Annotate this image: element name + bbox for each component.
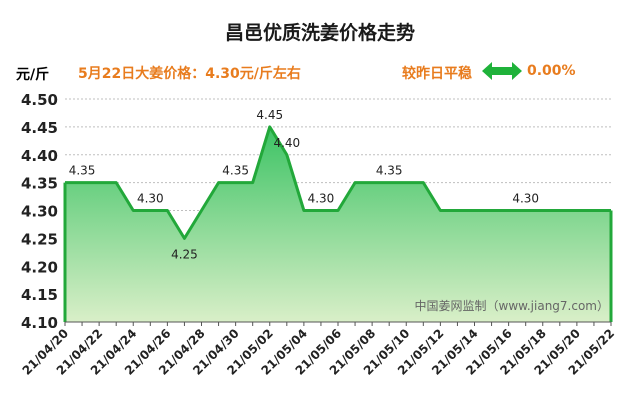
series-line <box>65 125 611 240</box>
y-tick-label: 4.30 <box>21 203 58 221</box>
data-label: 4.35 <box>69 164 96 178</box>
y-tick-label: 4.25 <box>21 230 58 248</box>
y-tick-label: 4.10 <box>21 314 58 332</box>
chart-title: 昌邑优质洗姜价格走势 <box>224 22 415 44</box>
double-arrow-icon <box>482 62 522 80</box>
y-tick-label: 4.35 <box>21 175 58 193</box>
y-tick-label: 4.45 <box>21 119 58 137</box>
data-label: 4.30 <box>137 192 164 206</box>
data-label: 4.40 <box>273 136 300 150</box>
data-label: 4.30 <box>308 192 335 206</box>
y-axis-unit: 元/斤 <box>16 67 50 83</box>
data-label: 4.30 <box>512 192 539 206</box>
area-fill <box>65 126 611 322</box>
y-tick-label: 4.50 <box>21 91 58 109</box>
y-tick-label: 4.15 <box>21 286 58 304</box>
y-tick-label: 4.20 <box>21 258 58 276</box>
price-note: 5月22日大姜价格：4.30元/斤左右 <box>78 66 301 82</box>
y-tick-label: 4.40 <box>21 147 58 165</box>
data-label: 4.35 <box>222 164 249 178</box>
watermark-text: 中国姜网监制（www.jiang7.com） <box>415 298 609 313</box>
data-label: 4.35 <box>376 164 403 178</box>
data-label: 4.25 <box>171 247 198 261</box>
trend-percent: 0.00% <box>527 63 576 79</box>
data-label: 4.45 <box>256 108 283 122</box>
trend-label: 较昨日平稳 <box>402 66 472 82</box>
